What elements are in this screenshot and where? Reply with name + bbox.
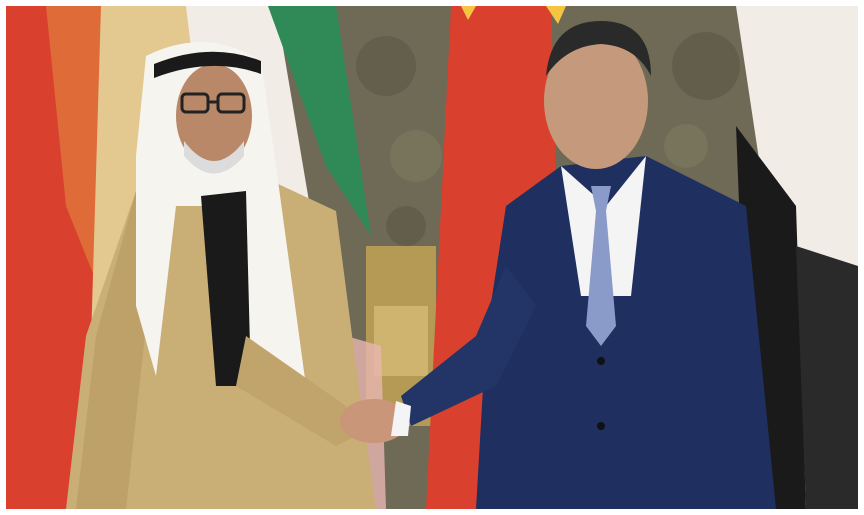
face (176, 64, 252, 168)
news-photo (6, 6, 858, 509)
agal (154, 51, 261, 78)
face (544, 33, 648, 169)
person-right (401, 21, 776, 509)
hair (546, 21, 651, 76)
carved-wall-texture (356, 32, 740, 246)
photo-illustration (6, 6, 858, 509)
handshake (340, 399, 411, 443)
tie (586, 186, 616, 346)
person-left (66, 42, 376, 509)
suit (476, 156, 776, 509)
flag-green-stripe (268, 6, 371, 236)
